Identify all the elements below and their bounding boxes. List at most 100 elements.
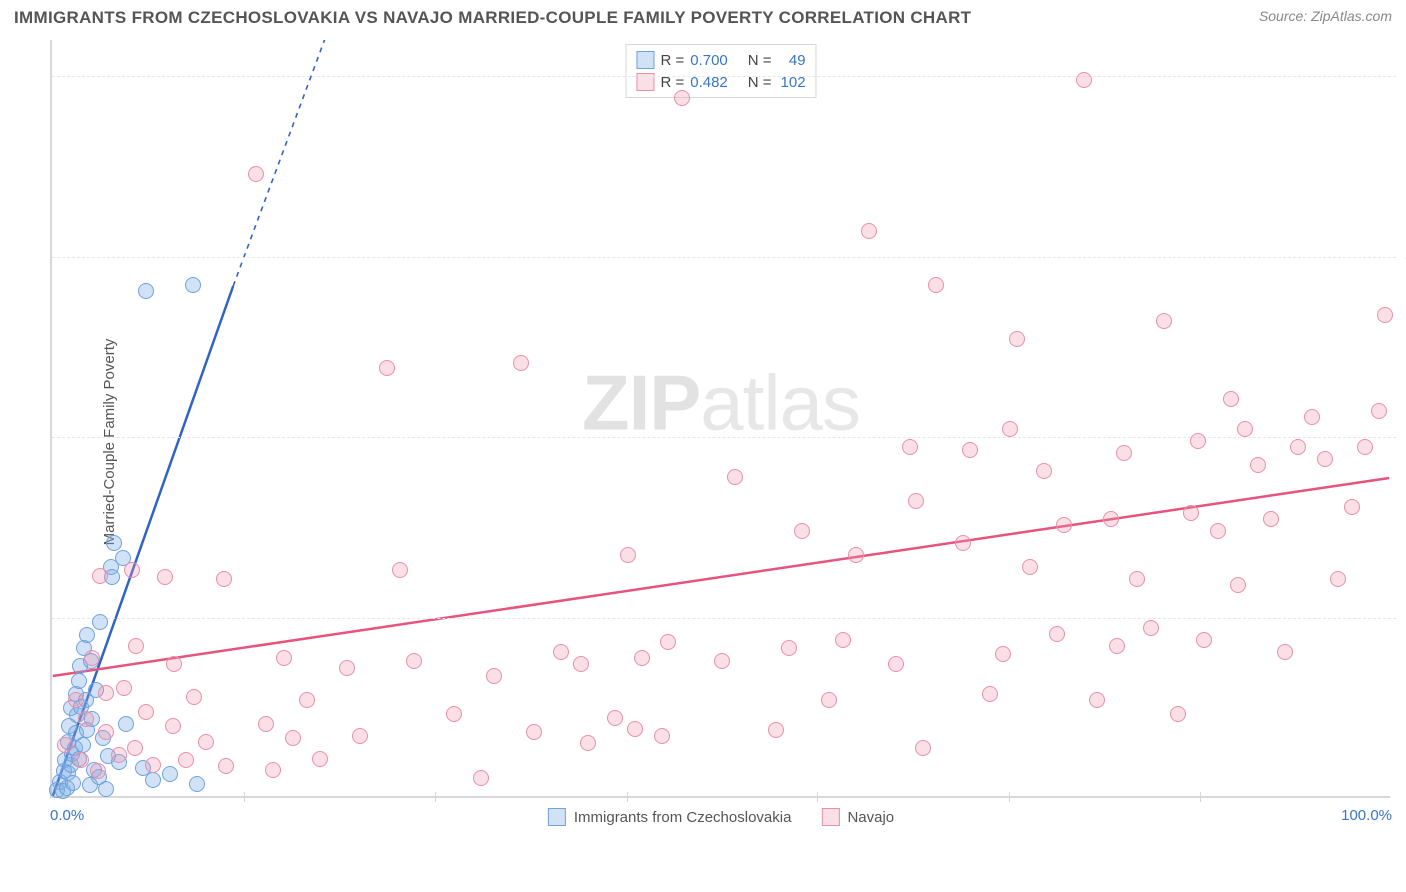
header: IMMIGRANTS FROM CZECHOSLOVAKIA VS NAVAJO…	[0, 0, 1406, 32]
data-point-navajo	[1129, 571, 1145, 587]
watermark: ZIPatlas	[582, 357, 860, 448]
data-point-navajo	[258, 716, 274, 732]
data-point-czech	[65, 775, 81, 791]
data-point-navajo	[654, 728, 670, 744]
data-point-navajo	[1022, 559, 1038, 575]
swatch-czech	[636, 51, 654, 69]
data-point-navajo	[620, 547, 636, 563]
data-point-navajo	[821, 692, 837, 708]
data-point-czech	[82, 777, 98, 793]
source-label: Source: ZipAtlas.com	[1259, 8, 1392, 24]
data-point-navajo	[995, 646, 1011, 662]
data-point-czech	[76, 640, 92, 656]
stats-legend: R = 0.700 N = 49 R = 0.482 N = 102	[625, 44, 816, 98]
data-point-navajo	[1357, 439, 1373, 455]
data-point-navajo	[1009, 331, 1025, 347]
data-point-navajo	[473, 770, 489, 786]
data-point-navajo	[607, 710, 623, 726]
data-point-navajo	[1304, 409, 1320, 425]
stats-row-navajo: R = 0.482 N = 102	[636, 71, 805, 93]
data-point-czech	[91, 769, 107, 785]
data-point-czech	[189, 776, 205, 792]
data-point-navajo	[634, 650, 650, 666]
swatch-czech-icon	[548, 808, 566, 826]
data-point-czech	[103, 559, 119, 575]
data-point-navajo	[1002, 421, 1018, 437]
data-point-navajo	[92, 568, 108, 584]
series-legend: Immigrants from Czechoslovakia Navajo	[548, 808, 894, 826]
data-point-czech	[67, 740, 83, 756]
legend-item-navajo: Navajo	[821, 808, 894, 826]
data-point-czech	[60, 734, 76, 750]
data-point-navajo	[908, 493, 924, 509]
x-tick-label: 100.0%	[1341, 807, 1392, 824]
data-point-navajo	[580, 735, 596, 751]
data-point-navajo	[406, 653, 422, 669]
data-point-navajo	[1109, 638, 1125, 654]
data-point-navajo	[1250, 457, 1266, 473]
data-point-czech	[138, 283, 154, 299]
data-point-navajo	[379, 360, 395, 376]
data-point-czech	[72, 658, 88, 674]
data-point-navajo	[794, 523, 810, 539]
data-point-navajo	[1371, 403, 1387, 419]
data-point-navajo	[1036, 463, 1052, 479]
data-point-navajo	[98, 724, 114, 740]
data-point-navajo	[1183, 505, 1199, 521]
data-point-czech	[162, 766, 178, 782]
data-point-czech	[106, 535, 122, 551]
data-point-navajo	[312, 751, 328, 767]
x-tick	[627, 792, 628, 802]
data-point-czech	[115, 550, 131, 566]
gridline	[52, 618, 1396, 619]
data-point-czech	[52, 774, 68, 790]
data-point-czech	[95, 730, 111, 746]
data-point-navajo	[486, 668, 502, 684]
data-point-czech	[145, 772, 161, 788]
data-point-navajo	[781, 640, 797, 656]
y-tick-label: 60.0%	[1394, 68, 1406, 85]
data-point-navajo	[1170, 706, 1186, 722]
data-point-navajo	[513, 355, 529, 371]
data-point-navajo	[166, 656, 182, 672]
gridline	[52, 76, 1396, 77]
data-point-czech	[78, 692, 94, 708]
data-point-navajo	[928, 277, 944, 293]
trend-lines	[52, 40, 1390, 796]
data-point-czech	[63, 757, 79, 773]
x-tick	[817, 792, 818, 802]
data-point-czech	[83, 653, 99, 669]
data-point-navajo	[73, 752, 89, 768]
data-point-navajo	[660, 634, 676, 650]
swatch-navajo-icon	[821, 808, 839, 826]
data-point-czech	[61, 718, 77, 734]
data-point-navajo	[285, 730, 301, 746]
data-point-navajo	[111, 747, 127, 763]
data-point-navajo	[861, 223, 877, 239]
data-point-navajo	[218, 758, 234, 774]
data-point-navajo	[339, 660, 355, 676]
data-point-czech	[79, 722, 95, 738]
data-point-czech	[73, 699, 89, 715]
data-point-navajo	[178, 752, 194, 768]
data-point-navajo	[915, 740, 931, 756]
data-point-navajo	[1076, 72, 1092, 88]
data-point-navajo	[1210, 523, 1226, 539]
x-tick	[435, 792, 436, 802]
data-point-navajo	[1156, 313, 1172, 329]
data-point-navajo	[955, 535, 971, 551]
gridline	[52, 257, 1396, 258]
data-point-czech	[71, 673, 87, 689]
data-point-navajo	[835, 632, 851, 648]
y-tick-label: 15.0%	[1394, 609, 1406, 626]
data-point-navajo	[1344, 499, 1360, 515]
data-point-czech	[71, 751, 87, 767]
y-tick-label: 30.0%	[1394, 429, 1406, 446]
data-point-navajo	[1116, 445, 1132, 461]
data-point-czech	[63, 700, 79, 716]
data-point-navajo	[186, 689, 202, 705]
y-tick-label: 45.0%	[1394, 248, 1406, 265]
chart-title: IMMIGRANTS FROM CZECHOSLOVAKIA VS NAVAJO…	[14, 8, 971, 28]
data-point-navajo	[57, 737, 73, 753]
data-point-navajo	[888, 656, 904, 672]
